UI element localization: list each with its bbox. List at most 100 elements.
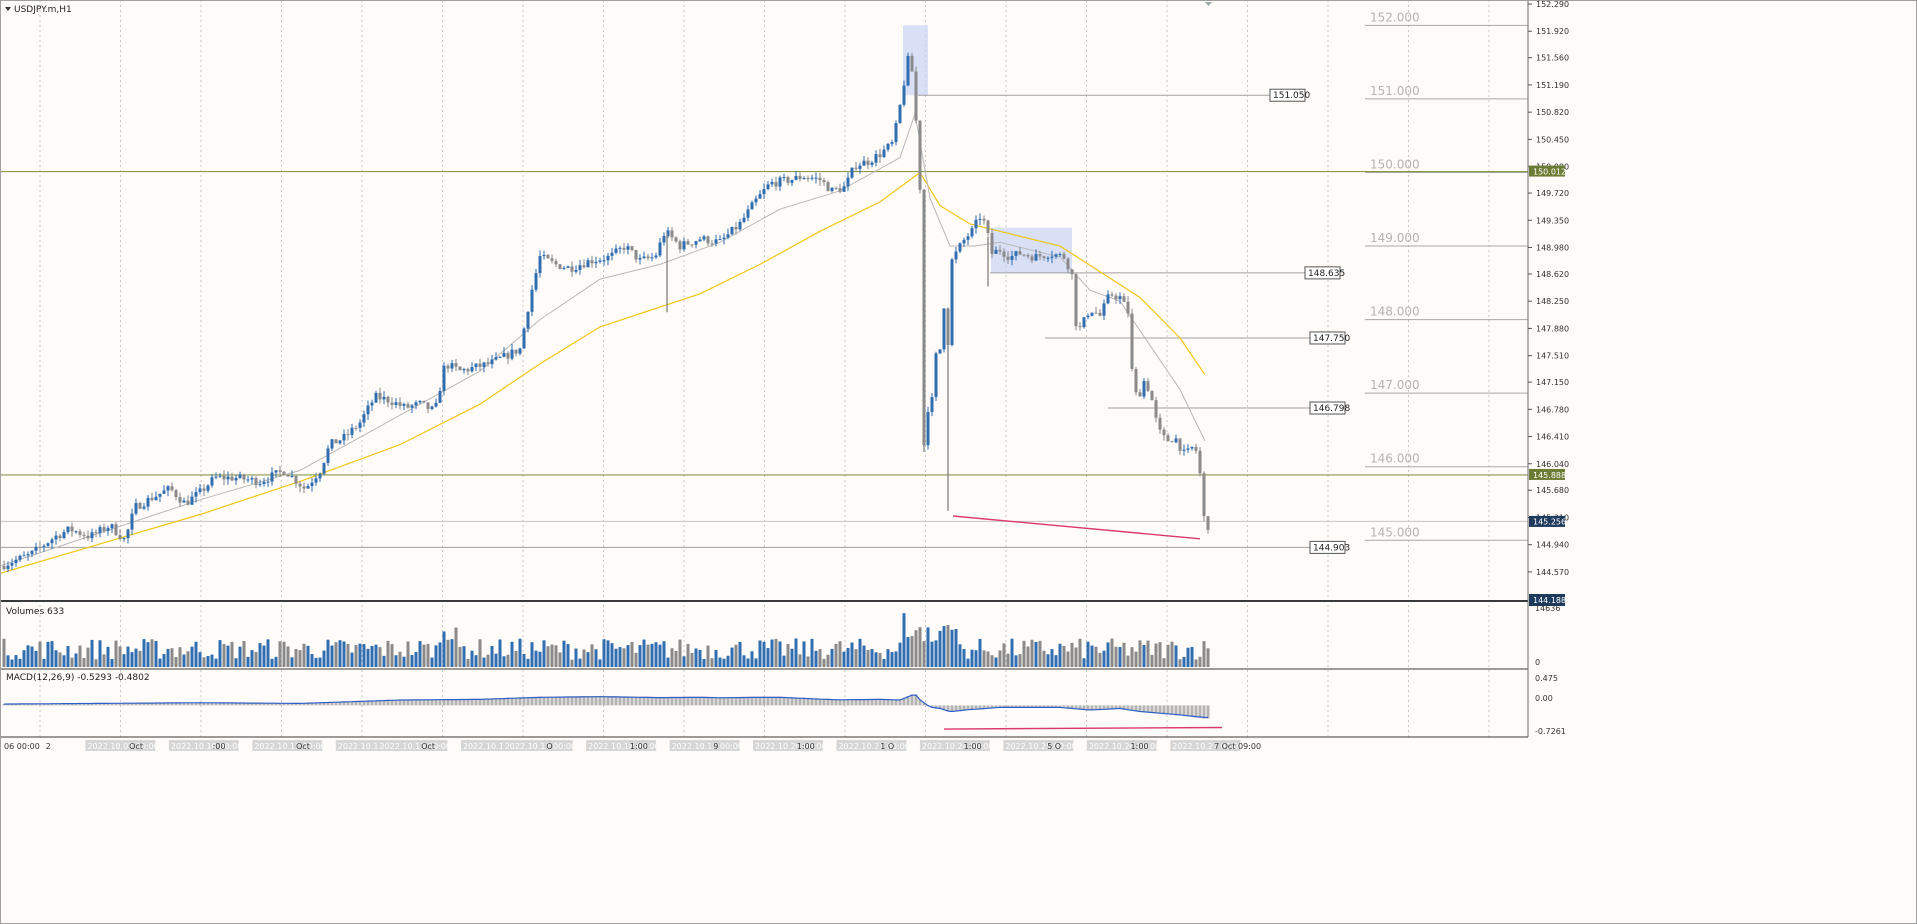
candle-body: [786, 177, 790, 183]
candle-body: [978, 218, 982, 220]
volume-bar: [1154, 643, 1158, 667]
volume-bar: [954, 629, 958, 667]
chart-shift-marker-icon[interactable]: [1205, 2, 1212, 6]
candle-body: [926, 412, 930, 446]
time-label: 2022.10.24 00:00: [922, 742, 993, 751]
volume-bar: [614, 648, 618, 667]
price-panel[interactable]: [0, 24, 1528, 574]
volume-bar: [662, 641, 666, 667]
volume-bar: [898, 642, 902, 667]
volume-bar: [78, 645, 82, 667]
candle-body: [886, 143, 890, 150]
green-horizontal-levels[interactable]: [0, 170, 1528, 476]
macd-hist-bar: [782, 696, 786, 706]
macd-hist-bar: [658, 696, 662, 706]
volume-bar: [714, 649, 718, 667]
volume-bar: [90, 639, 94, 667]
volume-bar: [278, 641, 282, 667]
candle-body: [418, 400, 422, 403]
candle-body: [914, 71, 918, 121]
volume-bar: [538, 651, 542, 667]
volume-bar: [306, 645, 310, 667]
macd-hist-bar: [386, 700, 390, 706]
macd-hist-bar: [442, 699, 446, 706]
macd-hist-bar: [134, 702, 138, 706]
macd-hist-bar: [314, 702, 318, 706]
volume-bar: [802, 641, 806, 667]
macd-hist-bar: [490, 698, 494, 706]
volume-bar: [790, 648, 794, 667]
macd-hist-bar: [1098, 705, 1102, 710]
time-label: Oct: [296, 742, 310, 751]
volume-bar: [374, 644, 378, 667]
candle-body: [898, 104, 902, 123]
volume-bar: [586, 652, 590, 667]
dropdown-triangle-icon[interactable]: [5, 7, 11, 11]
volume-bar: [462, 646, 466, 667]
price-tick-label: 151.190: [1536, 81, 1569, 90]
macd-trendline[interactable]: [943, 726, 1223, 730]
macd-hist-bar: [58, 703, 62, 706]
candle-body: [46, 543, 50, 546]
volume-bar: [502, 656, 506, 667]
macd-hist-bar: [78, 703, 82, 706]
macd-hist-bar: [934, 705, 938, 709]
time-label: 9: [713, 742, 718, 751]
macd-hist-bar: [1178, 705, 1182, 716]
candle-body: [1198, 450, 1202, 474]
candle-body: [998, 249, 1002, 252]
macd-hist-bar: [810, 698, 814, 706]
volume-bar: [1074, 647, 1078, 667]
time-label-box: [753, 740, 824, 751]
volume-bar: [334, 642, 338, 667]
macd-hist-bar: [106, 703, 110, 706]
macd-hist-bar: [350, 701, 354, 706]
volume-bar: [562, 640, 566, 667]
macd-hist-bar: [230, 702, 234, 706]
macd-hist-bar: [410, 699, 414, 706]
volume-bar: [698, 649, 702, 667]
macd-hist-bar: [750, 696, 754, 706]
volume-bar: [342, 641, 346, 667]
volume-bar: [702, 658, 706, 667]
volume-bar: [478, 639, 482, 667]
time-label: 2022.10.12 00:00: [338, 742, 409, 751]
macd-hist-bar: [1130, 705, 1134, 711]
candle-body: [810, 177, 814, 179]
macd-hist-bar: [850, 699, 854, 706]
price-tick-label: 145.680: [1536, 486, 1569, 495]
price-tick-label: 147.150: [1536, 378, 1569, 387]
macd-hist-bar: [830, 699, 834, 706]
macd-hist-bar: [1194, 705, 1198, 718]
macd-hist-bar: [130, 702, 134, 706]
candle-body: [542, 254, 546, 257]
bottom-price-tag: [1529, 594, 1565, 606]
symbol-header[interactable]: USDJPY.m,H1: [5, 5, 72, 15]
price-trendline[interactable]: [952, 515, 1201, 540]
price-axis[interactable]: 152.290 151.920 151.560 151.190 150.820 150.4…: [1528, 0, 1569, 577]
candle-body: [922, 189, 926, 446]
candle-body: [462, 369, 466, 371]
candle-body: [1098, 312, 1102, 316]
candle-body: [498, 356, 502, 358]
candle-body: [622, 247, 626, 250]
volume-bar: [130, 652, 134, 667]
volume-bar: [990, 655, 994, 667]
volume-scale-bottom: 0: [1535, 658, 1540, 667]
macd-hist-bar: [274, 703, 278, 706]
volume-bar: [574, 648, 578, 667]
candle-body: [426, 402, 430, 410]
volume-bar: [394, 655, 398, 667]
volume-bar: [318, 657, 322, 667]
volume-bar: [422, 644, 426, 667]
level-marker-label: 151.050: [1273, 91, 1310, 101]
macd-hist-bar: [698, 696, 702, 706]
macd-hist-bar: [970, 705, 974, 710]
level-marker-lines[interactable]: [0, 94, 1310, 548]
volume-bar: [726, 655, 730, 667]
macd-scale-mid: 0.00: [1535, 694, 1553, 703]
price-tick-label: 144.570: [1536, 568, 1569, 577]
macd-hist-bar: [950, 705, 954, 712]
